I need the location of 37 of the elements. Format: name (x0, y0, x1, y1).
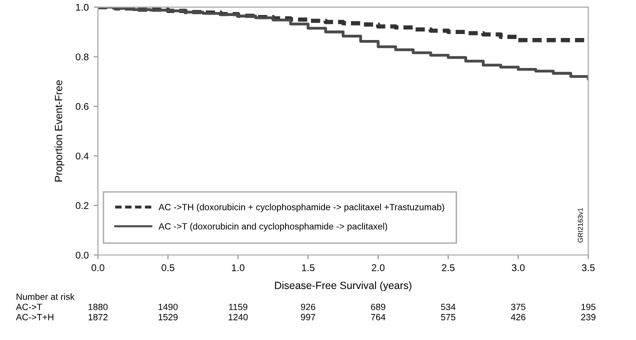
text: 1880 (88, 304, 108, 310)
text: AC->T (16, 304, 42, 310)
x-tick-label: 0.5 (162, 264, 174, 272)
text: Number at risk (16, 293, 75, 300)
text: 1159 (229, 304, 248, 310)
y-tick-label: 1.0 (76, 4, 89, 11)
x-tick-label: 1.0 (232, 264, 244, 272)
text: 689 (371, 304, 386, 310)
y-tick-label: 0.6 (76, 103, 88, 110)
text: 1872 (88, 314, 108, 320)
text: AC->T+H (16, 314, 54, 320)
text: 926 (300, 304, 316, 310)
y-tick-label: 0.4 (76, 152, 89, 160)
text: 764 (371, 314, 386, 320)
text: 1240 (228, 314, 248, 320)
text: 195 (581, 304, 596, 310)
y-tick-label: 0.2 (76, 202, 88, 210)
x-tick-label: 1.5 (302, 264, 314, 272)
legend-label: AC ->TH (doxorubicin + cyclophosphamide -> paclitaxel +Trastuzumab) (158, 204, 444, 212)
x-tick-label: 3.0 (512, 264, 525, 272)
text: 426 (510, 314, 526, 320)
x-tick-label: 2.0 (372, 264, 385, 272)
y-tick-label: 0.0 (76, 252, 89, 259)
x-tick-label: 3.5 (582, 264, 595, 272)
text: 575 (441, 314, 456, 320)
text: 375 (511, 304, 526, 310)
text: 1490 (158, 304, 178, 310)
x-tick-label: 2.5 (442, 264, 455, 272)
text: 534 (441, 304, 456, 310)
x-axis-title: Disease-Free Survival (years) (275, 281, 412, 292)
legend-label: AC ->T (doxorubicin and cyclophosphamide -> paclitaxel) (158, 222, 388, 232)
text: 997 (300, 314, 316, 320)
y-tick-label: 0.8 (76, 53, 88, 60)
y-axis-title: Proportion Event-Free (54, 80, 64, 182)
text: 239 (581, 314, 596, 320)
x-tick-label: 0.0 (92, 264, 104, 272)
text: 1529 (158, 314, 178, 320)
